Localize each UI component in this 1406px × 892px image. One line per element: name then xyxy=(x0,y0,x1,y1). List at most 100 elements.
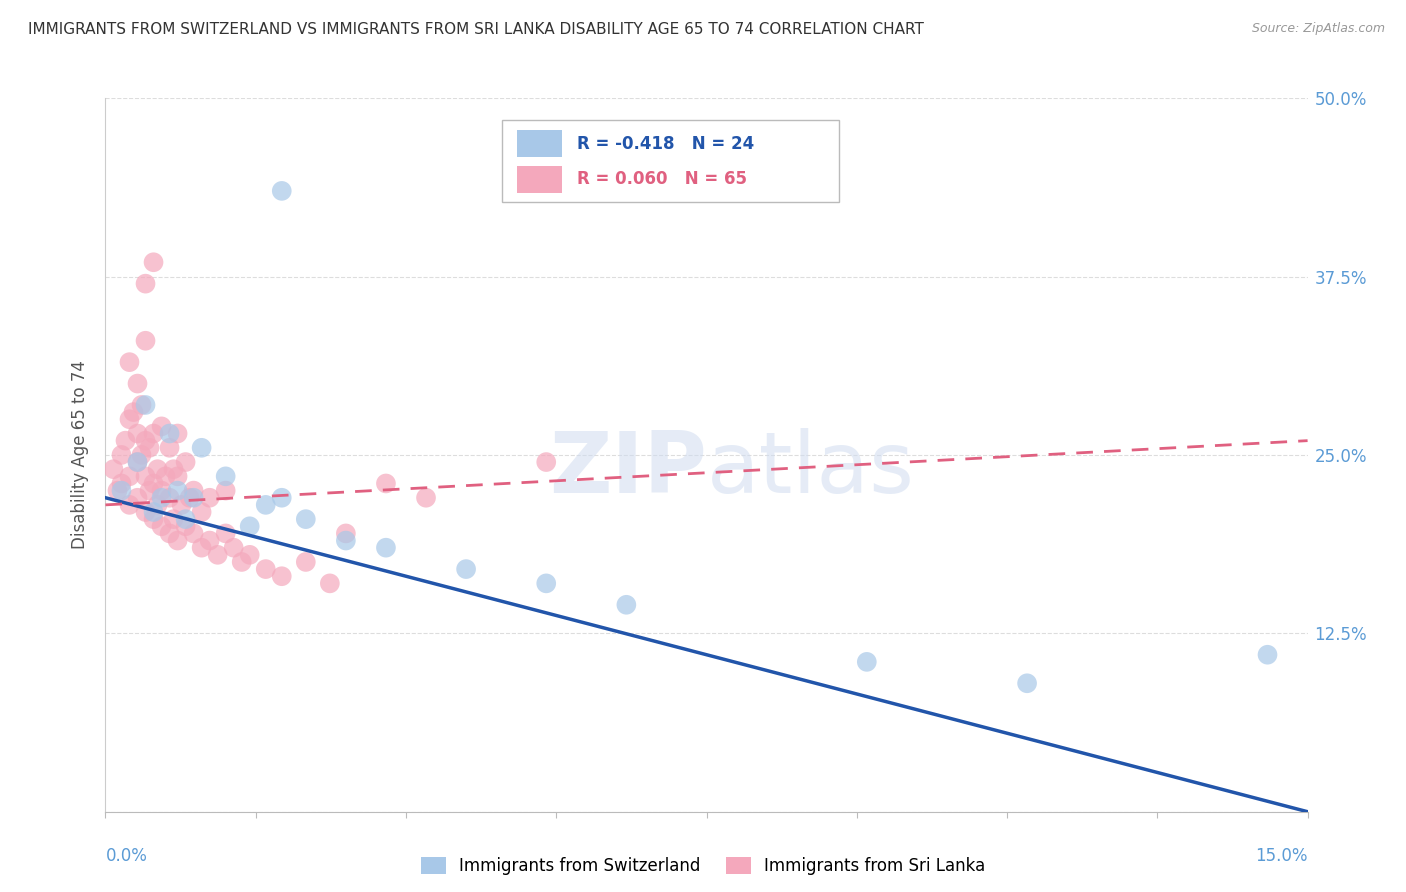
Point xyxy=(415,491,437,505)
Point xyxy=(110,483,132,498)
Point xyxy=(855,655,877,669)
Text: R = 0.060   N = 65: R = 0.060 N = 65 xyxy=(576,170,747,188)
FancyBboxPatch shape xyxy=(502,120,839,202)
Point xyxy=(198,491,221,505)
Point xyxy=(174,519,197,533)
Point xyxy=(146,462,169,476)
Point xyxy=(118,469,141,483)
Point xyxy=(142,512,165,526)
Point xyxy=(118,498,141,512)
Point xyxy=(150,419,173,434)
Point xyxy=(214,469,236,483)
Point xyxy=(616,598,638,612)
Point xyxy=(335,526,357,541)
Point xyxy=(534,455,557,469)
Point xyxy=(270,569,292,583)
Point xyxy=(122,405,145,419)
Point xyxy=(295,512,318,526)
Point xyxy=(155,469,177,483)
Point xyxy=(374,476,398,491)
Point xyxy=(270,491,292,505)
Point xyxy=(131,448,153,462)
Point xyxy=(456,562,478,576)
Point xyxy=(166,483,188,498)
Point xyxy=(135,334,157,348)
Point xyxy=(135,469,157,483)
Point xyxy=(127,455,149,469)
Point xyxy=(239,519,262,533)
Point xyxy=(135,505,157,519)
FancyBboxPatch shape xyxy=(516,130,562,157)
Point xyxy=(135,434,157,448)
Point xyxy=(162,462,184,476)
Point xyxy=(159,526,181,541)
Point xyxy=(183,483,205,498)
Point xyxy=(1257,648,1279,662)
Point xyxy=(239,548,262,562)
Point xyxy=(198,533,221,548)
Point xyxy=(159,491,181,505)
Point xyxy=(166,533,188,548)
Point xyxy=(254,562,277,576)
Point xyxy=(142,505,165,519)
Point xyxy=(131,398,153,412)
Point xyxy=(166,469,188,483)
Point xyxy=(138,441,160,455)
Point xyxy=(135,398,157,412)
Point xyxy=(150,483,173,498)
Point xyxy=(183,491,205,505)
Text: ZIP: ZIP xyxy=(548,427,707,511)
Point xyxy=(190,541,212,555)
Point xyxy=(190,441,212,455)
Point xyxy=(190,505,212,519)
Point xyxy=(127,491,149,505)
Point xyxy=(127,376,149,391)
Point xyxy=(142,255,165,269)
Point xyxy=(207,548,229,562)
Point xyxy=(295,555,318,569)
Point xyxy=(114,434,136,448)
Point xyxy=(166,426,188,441)
Y-axis label: Disability Age 65 to 74: Disability Age 65 to 74 xyxy=(72,360,90,549)
Point xyxy=(107,483,129,498)
Point xyxy=(127,426,149,441)
Legend: Immigrants from Switzerland, Immigrants from Sri Lanka: Immigrants from Switzerland, Immigrants … xyxy=(420,856,986,875)
Point xyxy=(222,541,245,555)
Point xyxy=(162,512,184,526)
Text: IMMIGRANTS FROM SWITZERLAND VS IMMIGRANTS FROM SRI LANKA DISABILITY AGE 65 TO 74: IMMIGRANTS FROM SWITZERLAND VS IMMIGRANT… xyxy=(28,22,924,37)
Point xyxy=(174,512,197,526)
Point xyxy=(110,448,132,462)
Point xyxy=(374,541,398,555)
Text: 15.0%: 15.0% xyxy=(1256,847,1308,865)
Point xyxy=(1015,676,1038,690)
Text: 0.0%: 0.0% xyxy=(105,847,148,865)
Point xyxy=(179,491,201,505)
Point xyxy=(146,498,169,512)
FancyBboxPatch shape xyxy=(516,166,562,193)
Text: Source: ZipAtlas.com: Source: ZipAtlas.com xyxy=(1251,22,1385,36)
Point xyxy=(183,526,205,541)
Point xyxy=(142,426,165,441)
Point xyxy=(159,426,181,441)
Point xyxy=(254,498,277,512)
Point xyxy=(231,555,253,569)
Text: atlas: atlas xyxy=(707,427,914,511)
Point xyxy=(150,519,173,533)
Point xyxy=(170,498,193,512)
Point xyxy=(214,483,236,498)
Text: R = -0.418   N = 24: R = -0.418 N = 24 xyxy=(576,135,754,153)
Point xyxy=(118,412,141,426)
Point xyxy=(150,491,173,505)
Point xyxy=(118,355,141,369)
Point xyxy=(142,476,165,491)
Point xyxy=(214,526,236,541)
Point xyxy=(127,455,149,469)
Point xyxy=(159,441,181,455)
Point xyxy=(319,576,342,591)
Point xyxy=(103,462,125,476)
Point xyxy=(110,476,132,491)
Point xyxy=(335,533,357,548)
Point xyxy=(174,455,197,469)
Point xyxy=(138,483,160,498)
Point xyxy=(534,576,557,591)
